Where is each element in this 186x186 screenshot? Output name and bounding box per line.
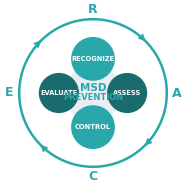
Text: ASSESS: ASSESS (113, 90, 141, 96)
Text: RECOGNIZE: RECOGNIZE (71, 56, 115, 62)
Circle shape (65, 65, 121, 121)
Text: R: R (88, 3, 98, 16)
Text: C: C (88, 170, 98, 183)
Text: EVALUATE: EVALUATE (40, 90, 78, 96)
Text: E: E (5, 86, 13, 100)
Text: CONTROL: CONTROL (75, 124, 111, 130)
Circle shape (39, 74, 78, 112)
Circle shape (72, 106, 114, 148)
Text: A: A (172, 86, 182, 100)
Circle shape (108, 74, 147, 112)
Text: PREVENTION: PREVENTION (63, 93, 123, 102)
Circle shape (72, 38, 114, 80)
Text: MSD: MSD (80, 83, 106, 93)
